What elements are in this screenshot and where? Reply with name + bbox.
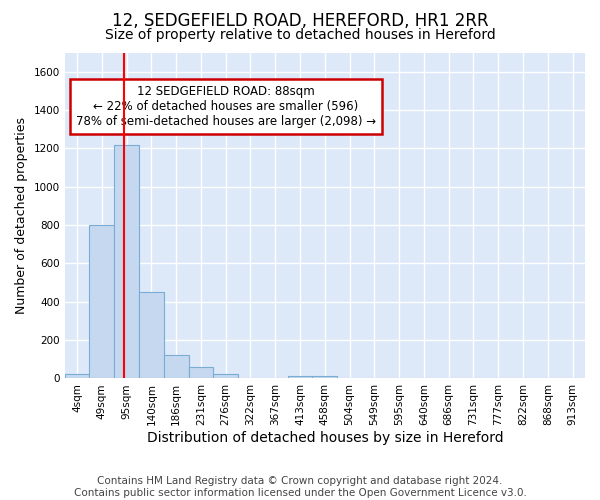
Bar — [65, 374, 89, 378]
Bar — [139, 292, 164, 378]
Y-axis label: Number of detached properties: Number of detached properties — [15, 117, 28, 314]
Text: Size of property relative to detached houses in Hereford: Size of property relative to detached ho… — [104, 28, 496, 42]
Text: 12, SEDGEFIELD ROAD, HEREFORD, HR1 2RR: 12, SEDGEFIELD ROAD, HEREFORD, HR1 2RR — [112, 12, 488, 30]
X-axis label: Distribution of detached houses by size in Hereford: Distribution of detached houses by size … — [146, 431, 503, 445]
Bar — [89, 225, 114, 378]
Bar — [188, 367, 214, 378]
Text: Contains HM Land Registry data © Crown copyright and database right 2024.
Contai: Contains HM Land Registry data © Crown c… — [74, 476, 526, 498]
Bar — [164, 356, 188, 378]
Bar — [313, 376, 337, 378]
Text: 12 SEDGEFIELD ROAD: 88sqm
← 22% of detached houses are smaller (596)
78% of semi: 12 SEDGEFIELD ROAD: 88sqm ← 22% of detac… — [76, 85, 376, 128]
Bar — [114, 144, 139, 378]
Bar — [287, 376, 313, 378]
Bar — [214, 374, 238, 378]
